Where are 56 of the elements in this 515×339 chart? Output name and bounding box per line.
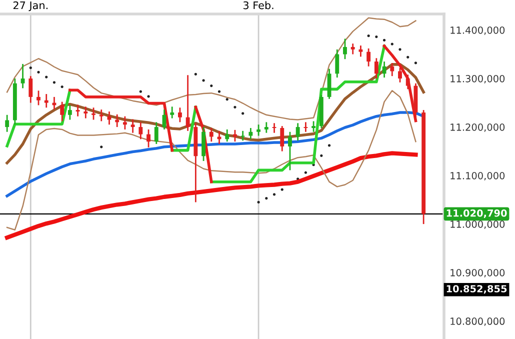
candlestick (122, 116, 127, 130)
candlestick (248, 127, 253, 140)
text: 10.852,855 (446, 285, 507, 294)
y-tick-label: 10.900,000 (450, 269, 505, 278)
candlestick (178, 106, 182, 123)
candlestick (92, 106, 96, 120)
candlestick (130, 118, 135, 134)
candlestick (256, 124, 261, 136)
candlestick (170, 106, 174, 119)
candlestick (272, 122, 276, 134)
candlestick (327, 68, 332, 100)
candlestick (280, 125, 284, 152)
candlestick (76, 104, 80, 118)
line-series (6, 90, 416, 230)
candlestick (209, 127, 214, 142)
candlestick (343, 38, 347, 60)
candlestick (115, 114, 120, 128)
y-tick-label: 11.100,000 (450, 172, 505, 180)
candlestick (264, 121, 268, 134)
candlestick (335, 48, 340, 78)
candlestick (406, 74, 410, 90)
candlestick (68, 104, 72, 120)
candlestick (312, 120, 316, 133)
line-series (6, 17, 416, 120)
candlestick (217, 130, 222, 145)
y-tick-label: 11.000,000 (450, 220, 505, 229)
candlestick (296, 122, 300, 142)
y-tick-label: 11.400,000 (450, 26, 505, 35)
candlestick (225, 128, 230, 142)
candlestick (20, 63, 25, 89)
candlestick (186, 74, 190, 132)
candlestick (390, 62, 394, 77)
candlestick (36, 90, 40, 106)
candlestick (350, 42, 355, 55)
candlestick (304, 121, 308, 133)
x-tick-label: 27 Jan. (13, 1, 48, 12)
candlestick (28, 75, 33, 104)
candlestick (84, 106, 88, 119)
candlestick (138, 121, 143, 140)
ref-line-label: 11.020,790 (446, 209, 507, 218)
candlestick (5, 114, 10, 133)
candlestick (44, 93, 48, 108)
y-tick-label: 11.300,000 (450, 74, 505, 84)
candlestick (154, 121, 158, 145)
candlestick (146, 128, 150, 148)
candlestick (288, 131, 292, 171)
line-series (4, 151, 418, 240)
candlestick (60, 101, 64, 122)
x-tick-label: 3 Feb. (243, 1, 274, 10)
candlestick (398, 67, 402, 84)
y-tick-label: 11.200,000 (450, 124, 505, 132)
candlestick (366, 48, 371, 68)
y-tick-label: 10.800,000 (450, 318, 505, 326)
candlestick (358, 44, 363, 58)
candlestick (99, 108, 104, 122)
candlestick (374, 57, 378, 80)
